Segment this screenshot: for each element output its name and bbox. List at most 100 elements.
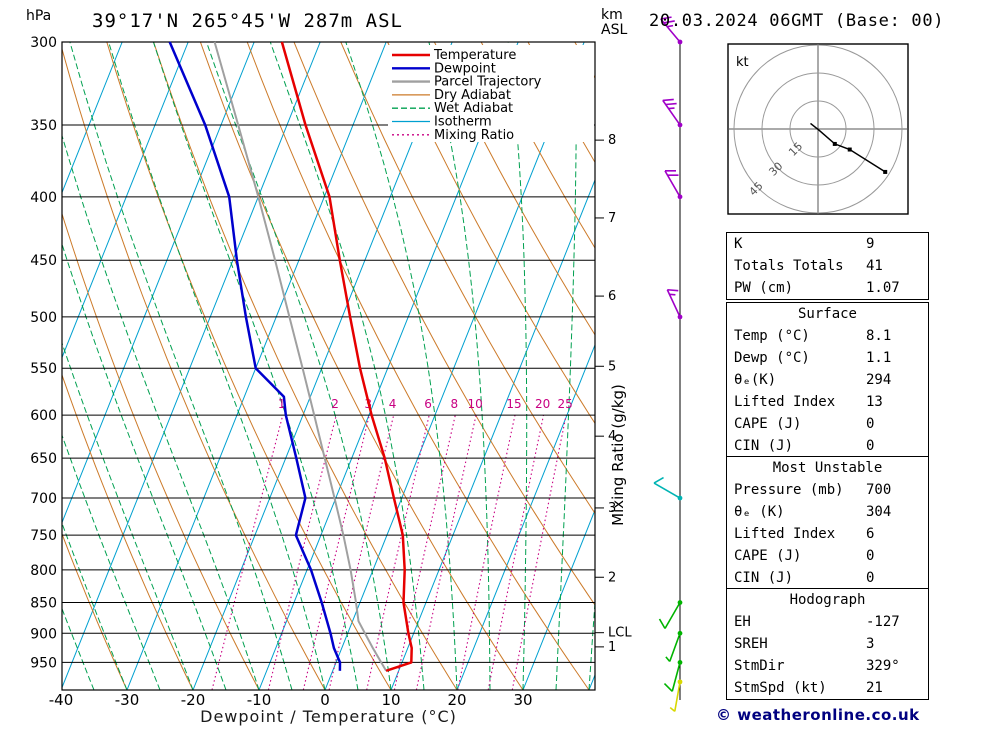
- copyright: © weatheronline.co.uk: [716, 706, 920, 724]
- table-row: CAPE (J) 0: [727, 545, 928, 567]
- metric-value: 0: [866, 438, 875, 454]
- temp-tick-label: 10: [381, 691, 400, 709]
- wet-adiabat-line: [62, 521, 128, 690]
- wind-barb: [662, 98, 683, 128]
- metric-value: 0: [866, 548, 875, 564]
- wind-barb: [653, 476, 683, 501]
- dry-adiabat-line: [62, 532, 128, 690]
- panel-title: Surface: [797, 306, 857, 322]
- dry-adiabat-line: [433, 42, 595, 336]
- km-tick-label: 5: [608, 359, 616, 374]
- pressure-tick-label: 300: [30, 35, 57, 51]
- metric-value: 41: [866, 258, 883, 274]
- temp-tick-label: 30: [513, 691, 532, 709]
- isotherm-line: [324, 42, 585, 690]
- table-row: SREH 3: [727, 633, 928, 655]
- wet-adiabat-line: [62, 341, 194, 690]
- mixing-ratio-line: [457, 414, 516, 690]
- metric-label: CIN (J): [734, 438, 794, 454]
- profile-curves: [168, 41, 413, 672]
- metric-label: Pressure (mb): [734, 482, 844, 498]
- wet-adiabat-line: [108, 42, 326, 690]
- pressure-tick-label: 500: [30, 310, 57, 326]
- km-tick-label: 4: [608, 429, 616, 444]
- wind-barb-station-dot: [677, 122, 683, 128]
- hodograph-trace-dot: [832, 141, 837, 146]
- x-axis-label: Dewpoint / Temperature (°C): [200, 707, 457, 726]
- metric-value: 0: [866, 416, 875, 432]
- km-tick-label: 3: [608, 501, 616, 516]
- metric-label: StmDir: [734, 658, 785, 674]
- wind-barb-station-dot: [677, 600, 683, 605]
- metric-value: 8.1: [866, 328, 892, 344]
- mixing-ratio-label: 8: [450, 397, 458, 411]
- metric-label: K: [734, 236, 743, 252]
- panel-rows: Temp (°C) 8.1 Dewp (°C) 1.1 θₑ(K) 294 Lifted I…: [727, 325, 928, 457]
- legend-item-label: Wet Adiabat: [434, 101, 513, 116]
- table-row: Pressure (mb) 700: [727, 479, 928, 501]
- legend-item-label: Isotherm: [434, 115, 492, 130]
- stability-indices-panel: K 9 Totals Totals 41 PW (cm) 1.07: [726, 232, 929, 300]
- wet-adiabat-line: [62, 433, 161, 690]
- metric-value: 21: [866, 680, 883, 696]
- wind-barb: [658, 600, 683, 629]
- hodograph-trace-dot: [883, 169, 888, 174]
- legend-item-label: Mixing Ratio: [434, 128, 514, 143]
- altitude-axis-unit-label: km ASL: [601, 7, 628, 38]
- isotherm-line: [62, 42, 189, 359]
- temp-tick-label: 0: [320, 691, 330, 709]
- pressure-tick-label: 700: [30, 491, 57, 507]
- pressure-tick-label: 600: [30, 408, 57, 424]
- mixing-ratio-line: [366, 414, 430, 690]
- panel-title: Most Unstable: [772, 460, 883, 476]
- mixing-ratio-label: 15: [506, 397, 521, 411]
- legend-background: [388, 45, 594, 142]
- metric-value: 294: [866, 372, 892, 388]
- metric-label: EH: [734, 614, 751, 630]
- table-row: θₑ(K) 294: [727, 369, 928, 391]
- pressure-tick-label: 450: [30, 253, 57, 269]
- metric-value: 3: [866, 636, 875, 652]
- wet-adiabat-line: [588, 595, 595, 690]
- wind-barb: [669, 679, 683, 713]
- parcel-trajectory-curve: [213, 41, 387, 672]
- table-row: CIN (J) 0: [727, 435, 928, 457]
- isotherm-line: [192, 42, 453, 690]
- panel-rows: K 9 Totals Totals 41 PW (cm) 1.07: [727, 233, 928, 299]
- lcl-label: LCL: [608, 626, 632, 641]
- surface-panel: Surface Temp (°C) 8.1 Dewp (°C) 1.1 θₑ(K) 294…: [726, 302, 929, 458]
- wind-barb-station-dot: [677, 314, 683, 320]
- metric-value: 13: [866, 394, 883, 410]
- metric-value: 700: [866, 482, 892, 498]
- hodograph-trace-dot: [847, 147, 852, 152]
- dewpoint-curve: [168, 41, 342, 671]
- table-row: Dewp (°C) 1.1: [727, 347, 928, 369]
- hodograph-ring: [789, 100, 847, 158]
- mixing-ratio-axis-label: Mixing Ratio (g/kg): [609, 384, 627, 526]
- metric-label: Temp (°C): [734, 328, 810, 344]
- legend-item-label: Temperature: [433, 48, 516, 63]
- wind-barb: [660, 16, 683, 45]
- dry-adiabat-line: [387, 42, 595, 425]
- panel-rows: Pressure (mb) 700 θₑ (K) 304 Lifted Index 6 CA…: [727, 479, 928, 589]
- table-row: StmSpd (kt) 21: [727, 677, 928, 699]
- temperature-curve: [280, 41, 413, 672]
- metric-value: 304: [866, 504, 892, 520]
- km-tick-label: 1: [608, 640, 616, 655]
- temp-tick-label: -30: [115, 691, 140, 709]
- metric-label: θₑ (K): [734, 504, 785, 520]
- wet-adiabat-line: [345, 42, 458, 690]
- mixing-ratio-line: [211, 414, 284, 690]
- temp-tick-label: 20: [447, 691, 466, 709]
- mixing-ratio-label: 1: [278, 397, 286, 411]
- table-row: Temp (°C) 8.1: [727, 325, 928, 347]
- temp-tick-label: -20: [181, 691, 206, 709]
- isotherm-line: [126, 42, 387, 690]
- wind-barb: [664, 170, 683, 200]
- table-row: StmDir 329°: [727, 655, 928, 677]
- wind-barb-station-dot: [677, 630, 683, 636]
- metric-label: Lifted Index: [734, 394, 836, 410]
